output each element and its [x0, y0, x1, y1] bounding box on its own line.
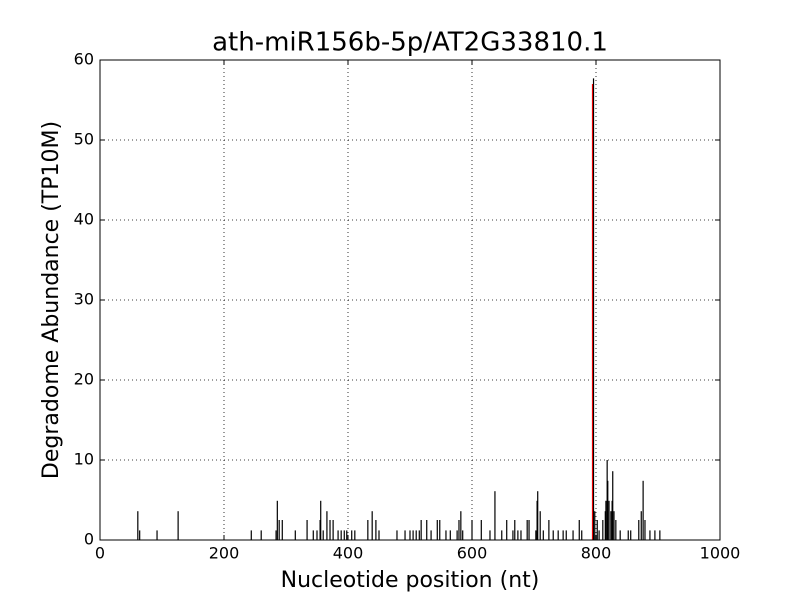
- y-tick-label: 60: [74, 50, 94, 69]
- y-tick-label: 40: [74, 210, 94, 229]
- y-tick-label: 0: [84, 530, 94, 549]
- plot-frame: [99, 59, 721, 541]
- x-tick-label: 400: [333, 544, 364, 563]
- y-tick-label: 20: [74, 370, 94, 389]
- y-tick-label: 10: [74, 450, 94, 469]
- x-tick-label: 600: [457, 544, 488, 563]
- x-tick-label: 800: [581, 544, 612, 563]
- y-tick-label: 50: [74, 130, 94, 149]
- x-tick-label: 200: [209, 544, 240, 563]
- x-axis-label: Nucleotide position (nt): [281, 568, 540, 593]
- chart-title: ath-miR156b-5p/AT2G33810.1: [212, 28, 608, 58]
- y-tick-label: 30: [74, 290, 94, 309]
- x-tick-label: 1000: [700, 544, 741, 563]
- x-tick-label: 0: [95, 544, 105, 563]
- y-axis-label: Degradome Abundance (TP10M): [39, 121, 64, 479]
